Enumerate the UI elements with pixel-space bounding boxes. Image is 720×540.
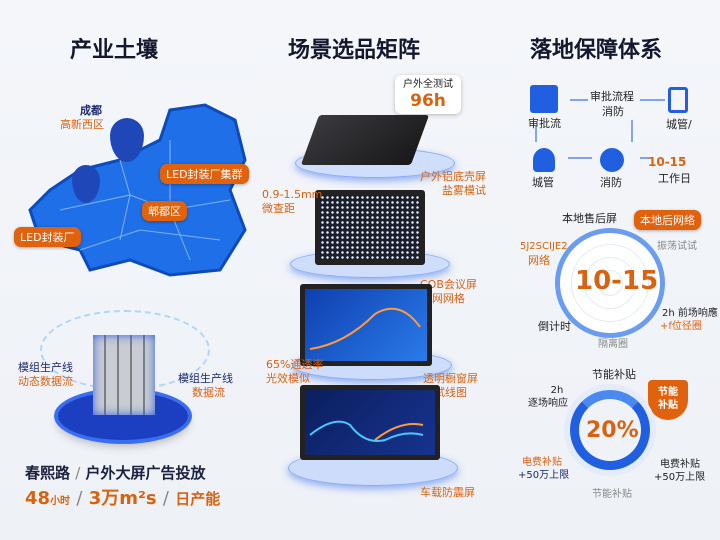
service-radar bbox=[555, 228, 665, 338]
service-rb2: +f位径圈 bbox=[660, 321, 702, 332]
prod-right-sub: 数据流 bbox=[192, 386, 225, 399]
pidu-tag: 郫都区 bbox=[142, 201, 187, 221]
stat-usage: 户外大屏广告投放 bbox=[85, 464, 206, 482]
map-city: 成都 bbox=[80, 104, 102, 117]
flow-days-unit: 工作日 bbox=[658, 172, 691, 185]
sep: / bbox=[162, 488, 169, 509]
cob-screen bbox=[315, 190, 425, 265]
service-bottom: 隔离圈 bbox=[598, 339, 628, 350]
product-3: 透明橱窗屏 试线图 bbox=[423, 372, 478, 400]
stats-row-2: 48小时 / 3万m²s / 日产能 bbox=[25, 484, 220, 510]
prod-right-title: 模组生产线 bbox=[178, 372, 233, 385]
stat-area: 3万m²s bbox=[88, 488, 157, 509]
product-spec-sub: 微查距 bbox=[262, 202, 295, 215]
product-name: 透明橱窗屏 bbox=[423, 372, 478, 385]
industry-title: 产业土壤 bbox=[70, 38, 159, 63]
factory-tag: LED封装厂 bbox=[14, 227, 81, 247]
product-2-spec: 0.9-1.5mm 微查距 bbox=[262, 188, 322, 216]
flow-days: 10-15 bbox=[648, 155, 687, 169]
vehicle-screen bbox=[300, 385, 440, 460]
transparent-screen bbox=[300, 284, 432, 366]
product-2: COB会议屏 网网格 bbox=[420, 278, 477, 306]
service-left-top: 5J2SCIJE2 bbox=[520, 241, 568, 252]
subsidy-lt2: 逐场响应 bbox=[528, 398, 568, 409]
clipboard-icon bbox=[668, 87, 688, 113]
map-district: 高新西区 bbox=[60, 118, 104, 131]
module-cube bbox=[93, 335, 155, 415]
subsidy-shield: 节能补贴 bbox=[648, 380, 688, 420]
subsidy-bottom: 节能补贴 bbox=[592, 489, 632, 500]
flow-arrows bbox=[535, 99, 665, 159]
service-left-bottom: 网络 bbox=[528, 254, 550, 267]
product-name: COB会议屏 bbox=[420, 278, 477, 291]
flow-process-top: 审批流程 bbox=[590, 90, 634, 103]
product-sub: 盐雾模试 bbox=[442, 184, 486, 197]
product-spec: 65%通透率 bbox=[266, 358, 324, 371]
cluster-tag: LED封装厂集群 bbox=[160, 164, 249, 184]
subsidy-ring bbox=[570, 390, 650, 470]
scenarios-title: 场景选品矩阵 bbox=[288, 38, 421, 63]
sep: / bbox=[76, 488, 83, 509]
stat-capacity: 日产能 bbox=[175, 490, 221, 508]
product-sub: 试线图 bbox=[434, 386, 467, 399]
aluminum-panel bbox=[300, 115, 430, 165]
sep: / bbox=[75, 464, 81, 482]
subsidy-center: 20% bbox=[586, 418, 639, 443]
subsidy-lb1: 电费补贴 bbox=[522, 457, 562, 468]
service-rb1: 2h 前场响應 bbox=[662, 308, 718, 319]
product-sub: 网网格 bbox=[431, 292, 465, 305]
product-spec: 0.9-1.5mm bbox=[262, 188, 323, 201]
service-left: 倒计时 bbox=[538, 320, 571, 333]
stat-road: 春熙路 bbox=[25, 464, 71, 482]
subsidy-lb2: +50万上限 bbox=[518, 470, 570, 481]
fire-icon bbox=[600, 148, 624, 172]
building-icon bbox=[530, 85, 558, 113]
product-4: 车载防震屏 bbox=[420, 486, 475, 499]
product-3-spec: 65%通透率 光效模似 bbox=[266, 358, 323, 386]
test-value: 96h bbox=[410, 91, 446, 111]
flow-urban-right: 城管/ bbox=[666, 118, 692, 131]
officer-icon bbox=[533, 148, 555, 172]
product-spec-sub: 光效模似 bbox=[266, 372, 310, 385]
service-badge: 本地后网络 bbox=[634, 210, 701, 230]
flow-urban: 城管 bbox=[532, 176, 554, 189]
product-1: 户外铝底壳屏 盐雾模试 bbox=[420, 170, 486, 198]
location-pin-icon bbox=[110, 118, 144, 162]
stat-hours: 48 bbox=[25, 488, 51, 509]
product-name: 户外铝底壳屏 bbox=[420, 170, 486, 183]
subsidy-rb2: +50万上限 bbox=[654, 472, 706, 483]
service-top: 本地售后屏 bbox=[562, 212, 617, 225]
test-label: 户外全测试 bbox=[403, 79, 453, 90]
subsidy-top: 节能补贴 bbox=[592, 368, 636, 381]
factory-pin-icon bbox=[72, 165, 100, 203]
service-right-top: 振荡试试 bbox=[657, 241, 697, 252]
subsidy-lt1: 2h bbox=[550, 385, 564, 396]
service-center: 10-15 bbox=[575, 266, 659, 296]
prod-left-sub: 动态数据流 bbox=[18, 375, 73, 388]
subsidy-rb1: 电费补贴 bbox=[660, 459, 700, 470]
flow-process-bottom: 消防 bbox=[602, 105, 624, 118]
test-badge: 户外全测试 96h bbox=[395, 75, 461, 114]
flow-fire: 消防 bbox=[600, 176, 622, 189]
prod-left-title: 模组生产线 bbox=[18, 361, 73, 374]
assurance-title: 落地保障体系 bbox=[530, 38, 663, 63]
stats-row-1: 春熙路 / 户外大屏广告投放 bbox=[25, 462, 206, 483]
stat-hours-unit: 小时 bbox=[50, 496, 71, 507]
